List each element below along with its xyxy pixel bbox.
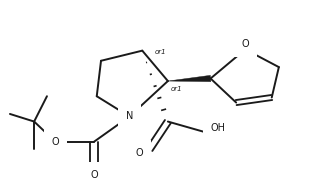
Text: O: O — [241, 39, 249, 49]
Text: O: O — [52, 137, 59, 147]
Text: O: O — [90, 170, 98, 180]
Polygon shape — [168, 75, 211, 82]
Text: or1: or1 — [171, 86, 182, 92]
Text: O: O — [136, 148, 143, 158]
Text: N: N — [126, 112, 133, 121]
Text: OH: OH — [211, 123, 226, 133]
Text: or1: or1 — [155, 49, 167, 55]
